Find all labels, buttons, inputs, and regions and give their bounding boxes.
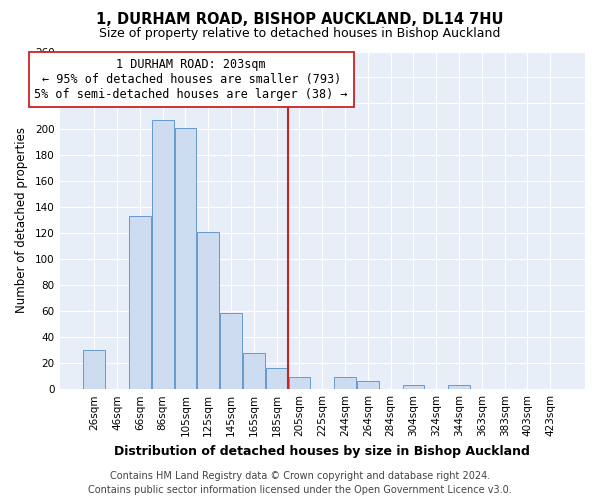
Bar bbox=[83, 350, 105, 389]
Bar bbox=[357, 382, 379, 389]
Bar bbox=[334, 378, 356, 389]
X-axis label: Distribution of detached houses by size in Bishop Auckland: Distribution of detached houses by size … bbox=[115, 444, 530, 458]
Y-axis label: Number of detached properties: Number of detached properties bbox=[15, 128, 28, 314]
Bar bbox=[266, 368, 287, 389]
Bar bbox=[197, 232, 219, 389]
Bar bbox=[129, 216, 151, 389]
Bar bbox=[289, 378, 310, 389]
Text: Contains HM Land Registry data © Crown copyright and database right 2024.
Contai: Contains HM Land Registry data © Crown c… bbox=[88, 471, 512, 495]
Bar bbox=[175, 128, 196, 389]
Bar bbox=[403, 386, 424, 389]
Text: 1 DURHAM ROAD: 203sqm
← 95% of detached houses are smaller (793)
5% of semi-deta: 1 DURHAM ROAD: 203sqm ← 95% of detached … bbox=[34, 58, 348, 101]
Bar bbox=[243, 353, 265, 389]
Bar bbox=[152, 120, 173, 389]
Text: 1, DURHAM ROAD, BISHOP AUCKLAND, DL14 7HU: 1, DURHAM ROAD, BISHOP AUCKLAND, DL14 7H… bbox=[96, 12, 504, 28]
Bar bbox=[220, 312, 242, 389]
Text: Size of property relative to detached houses in Bishop Auckland: Size of property relative to detached ho… bbox=[100, 28, 500, 40]
Bar bbox=[448, 386, 470, 389]
